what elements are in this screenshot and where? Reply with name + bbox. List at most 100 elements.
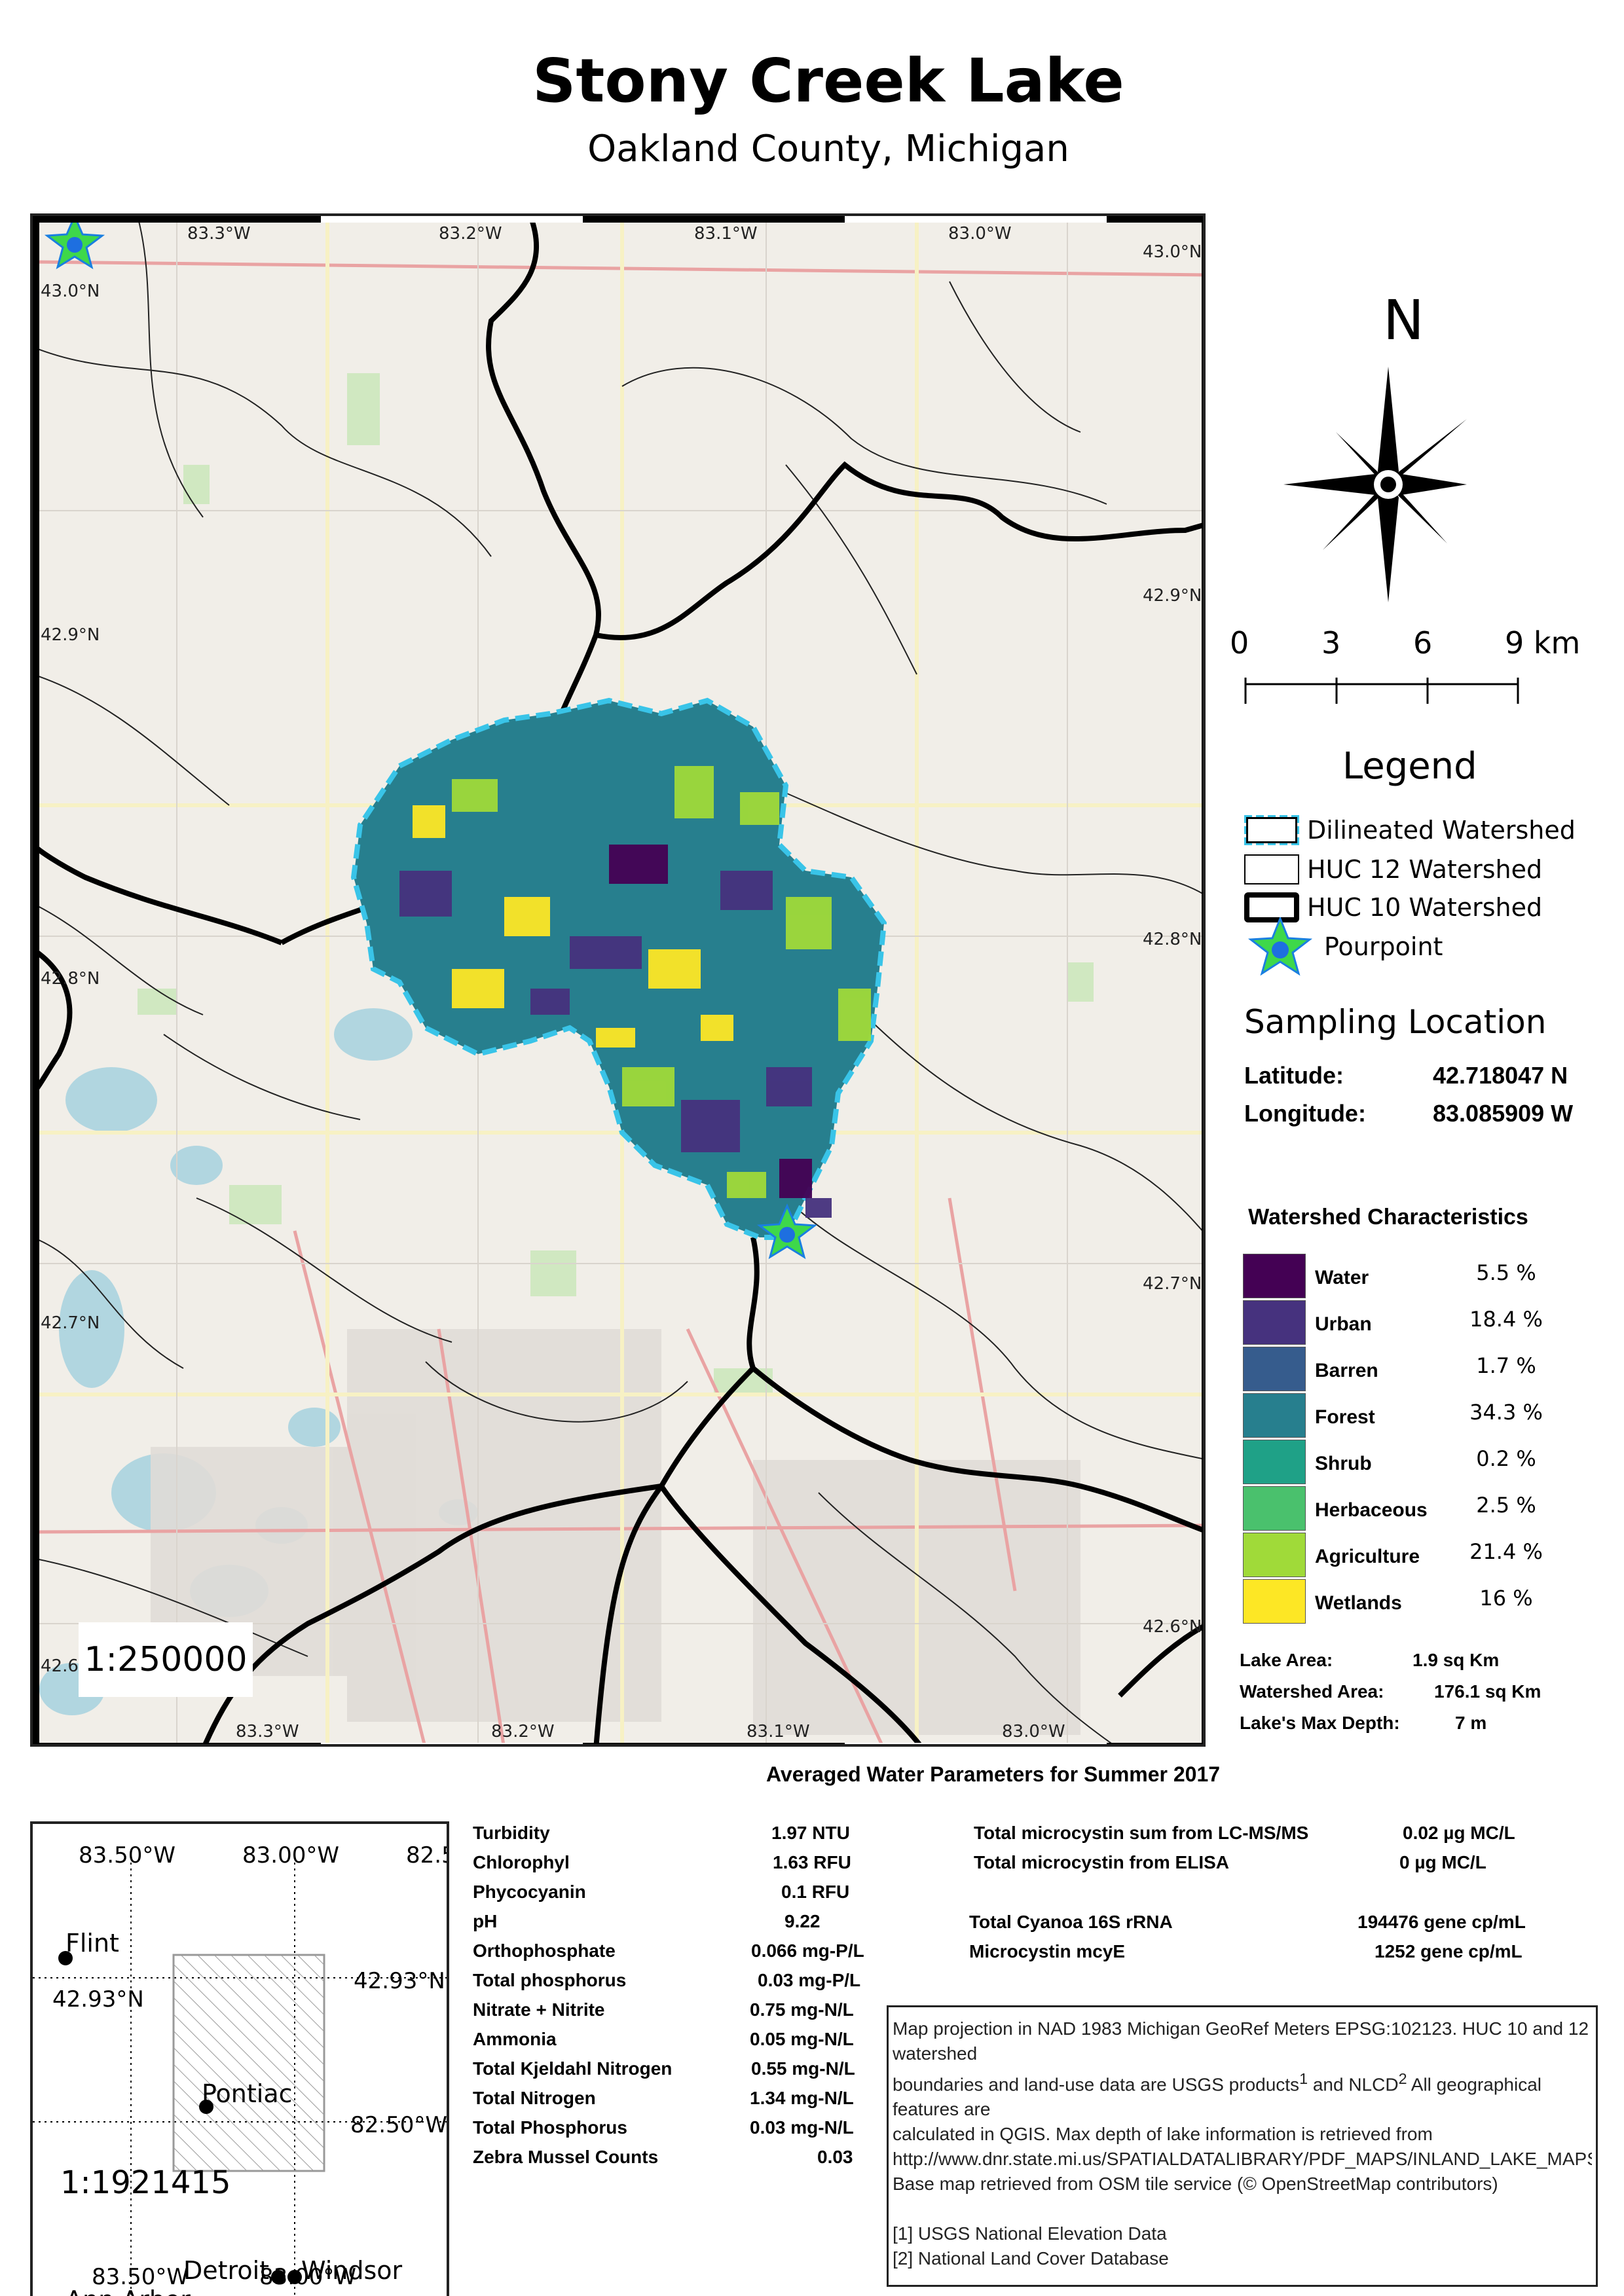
lat-label-left: 43.0°N [41,282,100,301]
delineated-swatch [1244,815,1299,845]
pourpoint-icon [1247,917,1313,976]
landcover-label: Agriculture [1315,1546,1420,1567]
landcover-swatch [1243,1486,1306,1531]
legend-label: Dilineated Watershed [1307,816,1576,845]
lon-label-bottom: 83.2°W [491,1722,555,1741]
lat-label-left: 42.9°N [41,625,100,645]
watershed-area-label: Watershed Area: [1240,1681,1384,1702]
water-param-label: Total Nitrogen [473,2088,596,2108]
water-param-label: Chlorophyl [473,1852,570,1872]
microcystin-value: 0.02 µg MC/L [1403,1823,1515,1843]
lat-label-right: 43.0°N [1143,242,1202,262]
landcover-percent: 21.4 % [1469,1539,1543,1564]
note-line: calculated in QGIS. Max depth of lake in… [893,2124,1433,2145]
lon-label-top: 83.0°W [948,224,1012,244]
inset-lon-label: 83.00°W [242,1842,339,1868]
lat-label-right: 42.9°N [1143,586,1202,606]
map-scale-ratio: 1:250000 [79,1622,253,1697]
sampling-title: Sampling Location [1244,1003,1547,1041]
water-param-label: Total phosphorus [473,1970,627,1990]
parks [138,373,1094,1394]
water-param-label: Zebra Mussel Counts [473,2147,659,2167]
water-param-label: Orthophosphate [473,1941,616,1961]
lat-label-right: 42.7°N [1143,1274,1202,1294]
legend-title: Legend [1342,745,1477,788]
huc12-boundaries [33,216,1203,1744]
max-depth-label: Lake's Max Depth: [1240,1713,1400,1733]
water-param-label: Total Kjeldahl Nitrogen [473,2058,673,2079]
landcover-label: Barren [1315,1360,1378,1381]
city-label-flint: Flint [65,1929,119,1958]
landcover-label: Shrub [1315,1453,1372,1474]
water-param-value: 0.05 mg-N/L [750,2029,854,2049]
water-param-value: 0.55 mg-N/L [751,2058,855,2079]
landcover-swatch [1243,1347,1306,1391]
lat-label-left: 42.8°N [41,969,100,989]
note-line: Map projection in NAD 1983 Michigan GeoR… [893,2018,1589,2064]
frame-ticks [33,216,1203,1744]
landcover-label: Wetlands [1315,1592,1402,1614]
inset-lon-label: 82.50°W [406,1842,447,1868]
landcover-swatch [1243,1440,1306,1484]
city-label-pontiac: Pontiac [202,2079,293,2108]
latitude-label: Latitude: [1244,1062,1344,1089]
water-param-label: Ammonia [473,2029,557,2049]
water-param-label: Total Phosphorus [473,2117,627,2138]
landcover-swatch [1243,1300,1306,1345]
water-param-label: Nitrate + Nitrite [473,1999,605,2020]
water-param-value: 0.03 mg-N/L [750,2117,854,2138]
basemap-svg [33,216,1203,1744]
max-depth-value: 7 m [1455,1713,1487,1733]
water-param-label: pH [473,1911,498,1931]
lon-label-top: 83.1°W [694,224,758,244]
water-param-value: 0.03 [817,2147,853,2167]
microcystin-value: 1252 gene cp/mL [1375,1941,1522,1961]
landcover-percent: 1.7 % [1476,1353,1536,1378]
longitude-value: 83.085909 W [1433,1100,1574,1127]
inset-map[interactable]: 83.50°W 83.00°W 82.50°W 42.93°N 42.93°N … [30,1821,449,2296]
microcystin-label: Total microcystin sum from LC-MS/MS [974,1823,1309,1843]
north-label: N [1383,288,1424,352]
lake-area-value: 1.9 sq Km [1412,1650,1500,1670]
water-params-title: Averaged Water Parameters for Summer 201… [766,1762,1221,1786]
inset-lon-label: 83.50°W [79,1842,175,1868]
legend-item-huc12: HUC 12 Watershed [1244,852,1542,886]
legend-item-huc10: HUC 10 Watershed [1244,890,1542,924]
landcover-label: Herbaceous [1315,1499,1428,1521]
water-param-label: Phycocyanin [473,1882,586,1902]
microcystin-value: 194476 gene cp/mL [1357,1912,1526,1932]
note-line: boundaries and land-use data are USGS pr… [893,2070,1542,2120]
landcover-swatch [1243,1579,1306,1624]
landcover-swatch [1243,1393,1306,1438]
landcover-percent: 18.4 % [1469,1307,1543,1332]
microcystin-label: Microcystin mcyE [969,1941,1126,1961]
water-param-value: 0.066 mg-P/L [751,1941,864,1961]
water-param-value: 0.1 RFU [781,1882,850,1902]
huc12-swatch [1244,854,1299,884]
landcover-label: Forest [1315,1406,1375,1428]
inset-lat-label: 42.93°N [52,1986,144,2013]
landcover-percent: 34.3 % [1469,1400,1543,1425]
note-url: http://www.dnr.state.mi.us/SPATIALDATALI… [893,2149,1592,2170]
landcover-percent: 2.5 % [1476,1493,1536,1518]
landcover-swatch [1243,1254,1306,1298]
city-label-windsor: Windsor [301,2256,403,2285]
scale-bar-label: 6 [1413,625,1433,661]
lon-label-bottom: 83.1°W [747,1722,810,1741]
water-param-value: 1.34 mg-N/L [750,2088,854,2108]
water-param-value: 0.75 mg-N/L [750,1999,854,2020]
water-param-value: 1.97 NTU [771,1823,850,1843]
map-subtitle: Oakland County, Michigan [587,128,1069,170]
scale-bar-label: 3 [1321,625,1341,661]
microcystin-label: Total microcystin from ELISA [974,1852,1229,1872]
city-label-ann-arbor: Ann Arbor [65,2286,191,2296]
longitude-label: Longitude: [1244,1100,1366,1127]
landcover-percent: 0.2 % [1476,1446,1536,1471]
main-map[interactable]: 83.3°W 83.2°W 83.1°W 83.0°W 83.3°W 83.2°… [30,213,1206,1747]
scale-bar-label: 0 [1230,625,1249,661]
landcover-percent: 16 % [1479,1586,1533,1611]
watershed-title: Watershed Characteristics [1248,1205,1528,1230]
inset-scale-ratio: 1:1921415 [60,2164,231,2201]
lat-label-right: 42.6°N [1143,1617,1202,1637]
legend-label: Pourpoint [1324,932,1443,961]
